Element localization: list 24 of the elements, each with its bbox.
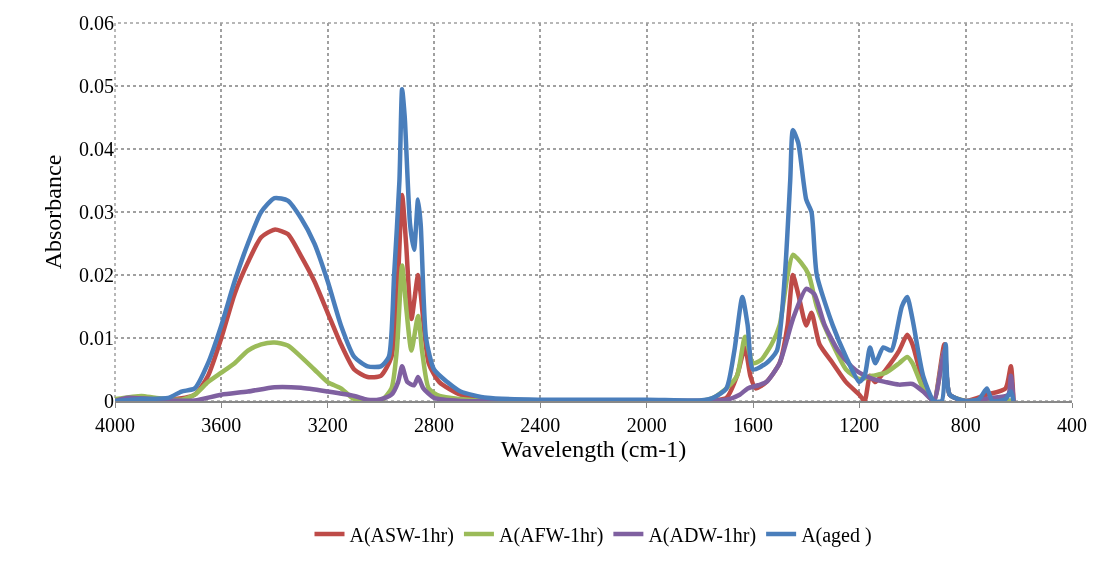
- legend-label: A(ADW-1hr): [648, 523, 757, 547]
- x-tick-label: 2000: [626, 414, 667, 436]
- x-tick-label: 4000: [95, 414, 135, 436]
- y-tick-label: 0.01: [79, 327, 114, 349]
- x-tick-label: 2400: [520, 414, 561, 436]
- line-series: [115, 86, 1016, 401]
- y-tick-label: 0.02: [79, 264, 114, 286]
- x-tick-label: 3600: [201, 414, 242, 436]
- x-tick-label: 400: [1057, 414, 1087, 436]
- y-tick-label: 0.03: [79, 201, 114, 223]
- y-tick-label: 0.05: [79, 75, 114, 97]
- y-tick-label: 0: [104, 390, 114, 412]
- legend-label: A(aged ): [801, 523, 872, 547]
- x-axis-title: Wavelength (cm-1): [500, 436, 687, 462]
- x-tick-label: 3200: [307, 414, 348, 436]
- x-tick-label: 1600: [733, 414, 773, 436]
- x-tick-label: 1200: [839, 414, 880, 436]
- x-tick-label: 800: [950, 414, 981, 436]
- x-tick-label: 2800: [414, 414, 454, 436]
- y-axis-title: Absorbance: [40, 154, 67, 270]
- legend-label: A(AFW-1hr): [498, 523, 604, 547]
- y-tick-label: 0.06: [79, 12, 114, 34]
- legend-label: A(ASW-1hr): [349, 523, 454, 547]
- y-tick-label: 0.04: [79, 138, 114, 160]
